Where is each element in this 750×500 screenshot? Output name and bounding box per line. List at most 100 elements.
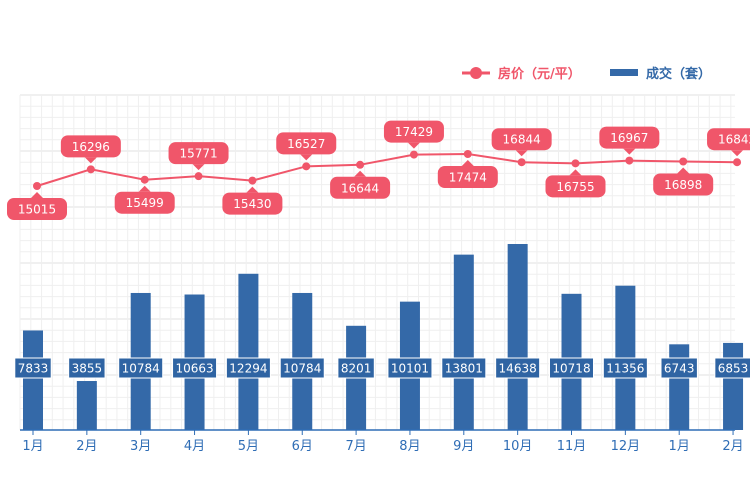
bar[interactable]	[507, 244, 528, 430]
price-point[interactable]	[679, 157, 688, 166]
price-label-bg	[383, 120, 444, 143]
x-tick-label: 1月	[22, 439, 43, 454]
bar-value-label: 12294	[229, 362, 267, 376]
bar[interactable]	[723, 342, 744, 430]
x-tick-label: 10月	[503, 439, 533, 454]
price-value-label: 15499	[126, 196, 164, 210]
bar-value-label: 8201	[341, 362, 372, 376]
x-axis: 1月 2月 3月 4月 5月 6月 7月 8月 9月 10月 11月 12月 1月 2月	[20, 429, 744, 454]
price-label-pointer	[407, 142, 420, 149]
legend-price-marker	[470, 67, 482, 79]
bar-value-label-bg	[549, 357, 594, 379]
x-tick-label: 1月	[669, 439, 690, 454]
x-tick-label: 5月	[238, 439, 259, 454]
legend: 房价（元/平） 成交（套）	[462, 66, 711, 82]
bar-value-label: 11356	[606, 362, 644, 376]
x-tick-label: 7月	[345, 439, 366, 454]
price-label-pointer	[300, 154, 313, 161]
price-label-bg	[707, 128, 750, 151]
price-label-bg	[114, 191, 175, 214]
x-tick-label: 4月	[184, 439, 205, 454]
price-point[interactable]	[571, 159, 580, 168]
price-point[interactable]	[194, 172, 203, 181]
bar-value-label: 3855	[72, 362, 103, 376]
price-label-pointer	[192, 164, 205, 171]
legend-volume-swatch	[610, 69, 638, 76]
price-point[interactable]	[409, 150, 418, 159]
bar-value-label-bg	[225, 357, 271, 379]
bar[interactable]	[23, 330, 43, 430]
price-label-pointer	[354, 170, 367, 177]
price-label-pointer	[569, 169, 582, 176]
bar-value-label-bg	[172, 357, 218, 379]
bar[interactable]	[238, 273, 259, 430]
price-label-pointer	[246, 186, 259, 193]
price-label-pointer	[461, 160, 474, 166]
bar-value-label-bg	[118, 357, 164, 379]
price-value-label: 16898	[664, 178, 702, 192]
price-value-label: 16842	[718, 133, 750, 147]
price-point[interactable]	[356, 160, 365, 169]
bar-value-label: 13801	[445, 362, 483, 376]
price-point[interactable]	[248, 176, 257, 185]
price-label-bg	[330, 176, 391, 199]
price-label-bg	[7, 198, 67, 220]
x-tick-label: 3月	[130, 439, 151, 454]
price-point[interactable]	[517, 158, 526, 167]
price-label-bg	[276, 132, 337, 155]
bar-value-label: 6743	[664, 362, 695, 376]
bar-value-label: 10718	[552, 362, 590, 376]
bar-value-label: 6853	[718, 362, 749, 376]
price-label-bg	[491, 128, 552, 151]
line-series: 15015 16296 15499 15771 15430 16527 16644 17429…	[7, 120, 750, 220]
price-point[interactable]	[140, 175, 149, 184]
bar[interactable]	[669, 344, 690, 430]
bar-value-label: 10784	[122, 362, 160, 376]
x-tick-label: 8月	[399, 439, 420, 454]
legend-volume-label: 成交（套）	[646, 66, 711, 82]
price-label-bg	[222, 192, 283, 215]
price-value-label: 16755	[556, 180, 594, 194]
x-tick-label: 2月	[722, 439, 743, 454]
price-label-bg	[437, 166, 498, 188]
bar-value-label-bg	[387, 357, 433, 379]
bar-value-label-bg	[441, 357, 487, 379]
price-value-label: 16644	[341, 181, 379, 195]
price-label-bg	[168, 142, 229, 165]
price-label-bg	[653, 173, 714, 196]
bar-value-label: 10663	[175, 362, 213, 376]
bar-value-label-bg	[495, 357, 541, 379]
bar-series: 7833 3855 10784 10663 12294 10784 8201 10101 138…	[14, 244, 750, 430]
price-label-bg	[545, 175, 606, 198]
price-point[interactable]	[625, 156, 634, 165]
price-label-pointer	[731, 150, 744, 157]
x-tick-label: 9月	[453, 439, 474, 454]
price-value-label: 15771	[179, 147, 217, 161]
price-value-label: 16527	[287, 137, 325, 151]
price-value-label: 16844	[503, 133, 541, 147]
price-point[interactable]	[33, 182, 41, 190]
x-tick-label: 2月	[76, 439, 97, 454]
bar-value-label-bg	[337, 357, 375, 379]
bar[interactable]	[76, 381, 97, 430]
price-label-bg	[599, 126, 660, 149]
bar-value-label-bg	[68, 357, 106, 379]
price-value-label: 17474	[449, 171, 487, 185]
price-label-pointer	[31, 192, 43, 198]
price-label-pointer	[623, 148, 636, 155]
price-point[interactable]	[733, 158, 742, 167]
x-tick-label: 6月	[292, 439, 313, 454]
price-point[interactable]	[463, 150, 472, 158]
bar-value-label: 10101	[391, 362, 429, 376]
price-point[interactable]	[86, 165, 95, 174]
bar-value-label-bg	[660, 357, 698, 379]
x-tick-label: 12月	[611, 439, 641, 454]
price-label-pointer	[677, 167, 690, 174]
legend-item-volume[interactable]: 成交（套）	[610, 66, 711, 82]
bar[interactable]	[453, 254, 474, 430]
price-line	[36, 152, 738, 187]
price-point[interactable]	[302, 162, 311, 171]
legend-item-price[interactable]: 房价（元/平）	[462, 66, 581, 82]
